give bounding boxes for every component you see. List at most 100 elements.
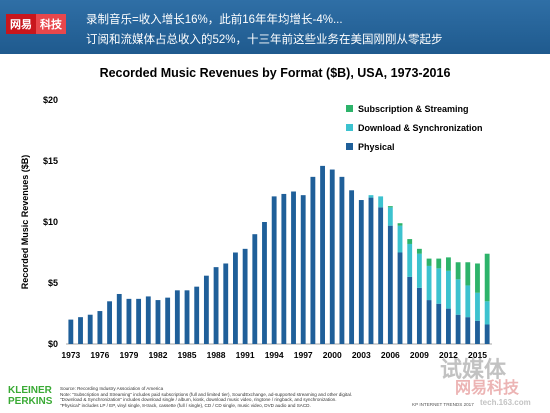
bar-physical — [455, 314, 461, 344]
bar-streaming — [387, 206, 393, 208]
legend-label: Subscription & Streaming — [358, 104, 469, 114]
bar-physical — [329, 169, 335, 344]
y-tick-label: $15 — [43, 156, 58, 166]
bar-streaming — [436, 258, 442, 269]
bar-physical — [242, 248, 248, 344]
bar-physical — [378, 207, 384, 344]
y-tick-label: $0 — [48, 339, 58, 349]
bar-physical — [184, 290, 190, 344]
bar-streaming — [446, 257, 451, 271]
x-tick-label: 2000 — [323, 350, 342, 360]
bar-physical — [416, 287, 422, 344]
x-tick-label: 1976 — [90, 350, 109, 360]
logo-part2: 科技 — [36, 14, 66, 34]
bar-physical — [155, 300, 161, 344]
bar-physical — [310, 176, 316, 344]
kleiner-perkins-logo: KLEINER PERKINS — [8, 385, 52, 407]
bar-physical — [387, 225, 393, 344]
y-tick-label: $5 — [48, 278, 58, 288]
x-tick-label: 1991 — [236, 350, 255, 360]
bar-streaming — [484, 253, 490, 302]
bar-physical — [349, 190, 355, 344]
x-tick-label: 2006 — [381, 350, 400, 360]
x-tick-label: 1997 — [294, 350, 313, 360]
bar-download — [484, 301, 490, 325]
watermark-url: tech.163.com — [480, 398, 531, 407]
bar-download — [416, 253, 422, 288]
chart-title: Recorded Music Revenues by Format ($B), … — [99, 66, 451, 80]
bar-streaming — [416, 248, 422, 254]
legend-swatch — [346, 124, 353, 131]
x-tick-label: 1994 — [265, 350, 284, 360]
bar-streaming — [455, 262, 461, 280]
bar-physical — [203, 275, 209, 344]
bar-physical — [107, 301, 112, 344]
bar-physical — [281, 193, 287, 344]
bar-download — [387, 207, 393, 226]
bar-download — [455, 279, 461, 315]
bar-physical — [484, 324, 490, 344]
brand-line2: PERKINS — [8, 396, 53, 407]
bar-physical — [126, 298, 132, 344]
bar-physical — [397, 252, 403, 344]
bar-download — [436, 268, 442, 304]
x-tick-label: 1973 — [61, 350, 80, 360]
bar-physical — [87, 314, 93, 344]
bar-streaming — [397, 223, 403, 226]
bar-physical — [320, 165, 325, 344]
bar-physical — [165, 297, 171, 344]
bar-physical — [174, 290, 180, 344]
legend-swatch — [346, 105, 353, 112]
bar-physical — [97, 311, 103, 344]
y-tick-label: $20 — [43, 95, 58, 105]
y-tick-label: $10 — [43, 217, 58, 227]
bar-physical — [252, 234, 258, 344]
x-tick-label: 2003 — [352, 350, 371, 360]
bar-physical — [145, 296, 151, 344]
header-subtitle-line2: 订阅和流媒体占总收入的52%，十三年前这些业务在美国刚刚从零起步 — [86, 34, 443, 46]
netease-tech-logo: 网易 科技 — [6, 14, 66, 34]
bar-download — [426, 265, 432, 301]
bar-physical — [78, 317, 83, 344]
bar-download — [465, 285, 471, 318]
x-tick-label: 1979 — [119, 350, 138, 360]
bar-download — [378, 196, 384, 208]
brand-line1: KLEINER — [8, 385, 52, 396]
bar-download — [475, 292, 480, 321]
x-tick-label: 2012 — [439, 350, 458, 360]
legend-label: Download & Synchronization — [358, 123, 483, 133]
bar-download — [397, 225, 403, 253]
bar-download — [407, 243, 413, 277]
bar-physical — [233, 252, 238, 344]
note-physical: "Physical" includes LP / EP, vinyl singl… — [60, 402, 311, 408]
watermark-netease: 网易科技 — [455, 380, 520, 397]
bar-physical — [136, 298, 142, 344]
bar-physical — [368, 197, 374, 344]
note-streaming: Note: "Subscription and Streaming" inclu… — [60, 391, 353, 397]
bar-physical — [407, 276, 413, 344]
bar-download — [368, 195, 374, 198]
bar-streaming — [407, 239, 413, 244]
x-tick-label: 2015 — [468, 350, 487, 360]
header-subtitle-line1: 录制音乐=收入增长16%，此前16年年均增长-4%... — [86, 14, 343, 26]
legend-swatch — [346, 143, 353, 150]
bar-physical — [339, 176, 345, 344]
watermark-media: 试媒体 — [440, 357, 507, 382]
bar-physical — [465, 317, 471, 344]
legend-label: Physical — [358, 142, 395, 152]
y-axis-label: Recorded Music Revenues ($B) — [20, 155, 30, 290]
x-tick-label: 2009 — [410, 350, 429, 360]
x-tick-label: 1985 — [178, 350, 197, 360]
bar-physical — [116, 293, 122, 344]
bar-physical — [300, 195, 306, 344]
bar-streaming — [465, 262, 471, 286]
report-label: KP INTERNET TRENDS 2017 — [412, 402, 474, 407]
header-banner: 网易 科技 录制音乐=收入增长16%，此前16年年均增长-4%... 订阅和流媒… — [0, 0, 550, 54]
bar-physical — [291, 191, 296, 344]
logo-part1: 网易 — [6, 14, 36, 34]
bar-physical — [271, 196, 277, 344]
x-tick-label: 1988 — [207, 350, 226, 360]
bar-streaming — [475, 263, 480, 293]
bar-streaming — [426, 258, 432, 266]
